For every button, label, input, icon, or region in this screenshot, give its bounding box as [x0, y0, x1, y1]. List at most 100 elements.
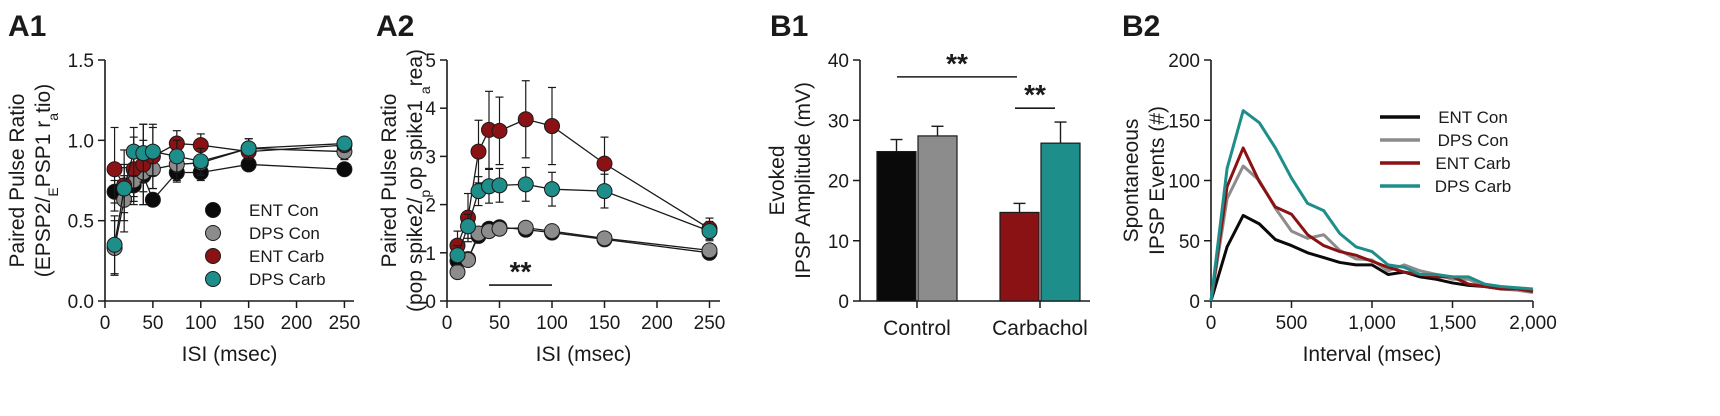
legend-label: DPS Carb — [249, 270, 326, 289]
y-tick-label: 3 — [425, 147, 436, 168]
data-point — [544, 223, 560, 240]
x-tick-label: 150 — [589, 313, 621, 334]
data-point — [491, 122, 508, 139]
legend-label: DPS Con — [1438, 131, 1509, 150]
data-point — [517, 111, 534, 128]
significance-marker: ** — [510, 256, 532, 287]
x-axis-label: Interval (msec) — [1303, 343, 1442, 366]
y-tick-label: 1.0 — [68, 131, 94, 152]
data-point — [192, 153, 209, 170]
legend-marker — [205, 248, 221, 264]
y-axis-label-line2: (EPSP2/EPSP1 ratio) — [32, 84, 61, 277]
bar-ent-con — [876, 150, 917, 302]
label-part: (EPSP2/ — [32, 197, 55, 278]
series-line-ent-carb — [1209, 146, 1534, 302]
bar-ent-carb — [999, 211, 1040, 302]
data-point — [701, 223, 718, 240]
y-axis-label: Paired Pulse Ratio (EPSP2/EPSP1 ratio) — [6, 84, 61, 277]
x-tick-label: 50 — [489, 313, 510, 334]
panel-b1: B1 0 10 20 30 40 Control Carbachol Evoked IPSP Am… — [766, 10, 1090, 340]
data-point — [517, 219, 534, 236]
y-tick-label: 50 — [1179, 232, 1200, 253]
data-point — [240, 140, 257, 157]
series-dps-con — [449, 219, 718, 281]
x-tick-label: 0 — [1206, 313, 1217, 334]
legend: ENT Con DPS Con ENT Carb DPS Carb — [1380, 108, 1511, 196]
x-tick-label: 500 — [1276, 313, 1308, 334]
x-tick-label: 0 — [442, 313, 453, 334]
legend-label: ENT Con — [1438, 108, 1508, 127]
subscript: a — [45, 113, 61, 121]
legend-label: DPS Carb — [1435, 177, 1512, 196]
data-point — [491, 220, 508, 237]
panel-a1: A1 0.0 0.5 1.0 1.5 0 50 100 150 200 250 ISI (msec) P… — [6, 10, 360, 366]
bar-dps-con — [917, 135, 958, 302]
data-point — [470, 143, 487, 160]
y-tick-label: 150 — [1168, 111, 1200, 132]
data-point — [144, 143, 161, 160]
x-tick-label: 50 — [142, 313, 163, 334]
label-part: rea) — [404, 49, 427, 86]
data-point — [449, 247, 466, 264]
y-axis-label: Evoked IPSP Amplitude (mV) — [766, 82, 815, 279]
x-tick-label: 1,000 — [1348, 313, 1396, 334]
y-tick-label: 1 — [425, 244, 436, 265]
panel-label: B2 — [1122, 10, 1160, 43]
data-point — [596, 183, 613, 200]
series-line-dps-carb — [1209, 109, 1534, 302]
y-axis-label: Spontaneous IPSP Events (#) — [1120, 106, 1169, 255]
data-point — [336, 135, 353, 152]
data-point — [544, 118, 560, 135]
panel-label: B1 — [770, 10, 808, 43]
subscript: a — [417, 86, 433, 94]
panel-label: A2 — [376, 10, 414, 43]
y-tick-label: 40 — [828, 51, 849, 72]
series-line-ent-con — [1209, 213, 1534, 302]
panel-b2: B2 0 50 100 150 200 0 500 1,000 1,500 2,000 Interva… — [1120, 10, 1557, 366]
legend-marker — [205, 225, 221, 241]
y-axis-label-line1: Paired Pulse Ratio — [378, 94, 401, 268]
data-point — [116, 180, 133, 197]
label-part: op spike1 — [404, 94, 427, 190]
subscript: p — [417, 190, 433, 198]
x-tick-label: 200 — [281, 313, 313, 334]
significance-marker: ** — [946, 48, 968, 79]
legend-marker — [205, 202, 221, 218]
data-point — [449, 264, 466, 281]
data-point — [596, 230, 613, 247]
y-tick-label: 0 — [425, 292, 436, 313]
subscript: E — [45, 187, 61, 196]
series-dps-carb — [449, 166, 718, 266]
x-tick-label: 250 — [329, 313, 361, 334]
y-tick-label: 0 — [1189, 292, 1200, 313]
x-axis-label: ISI (msec) — [536, 343, 632, 366]
y-tick-label: 10 — [828, 232, 849, 253]
data-point — [701, 242, 718, 259]
legend-marker — [205, 271, 221, 287]
category-label: Control — [883, 317, 951, 340]
x-tick-label: 2,000 — [1509, 313, 1557, 334]
data-point — [168, 148, 185, 165]
legend-label: ENT Con — [249, 201, 319, 220]
x-tick-label: 250 — [694, 313, 726, 334]
legend-label: ENT Carb — [249, 247, 324, 266]
y-tick-label: 0.5 — [68, 212, 94, 233]
series-line — [456, 183, 710, 256]
y-axis-label-line1: Spontaneous — [1120, 119, 1143, 243]
data-point — [144, 191, 161, 208]
x-tick-label: 100 — [185, 313, 217, 334]
x-tick-label: 100 — [536, 313, 568, 334]
data-point — [460, 218, 476, 235]
y-axis-label-line2: (pop spike2/pop spike1 area) — [404, 49, 433, 312]
data-point — [336, 161, 353, 178]
y-axis-label-line2: IPSP Events (#) — [1146, 106, 1169, 255]
data-point — [106, 236, 123, 253]
y-axis-label-line2: IPSP Amplitude (mV) — [792, 82, 815, 279]
y-tick-label: 20 — [828, 172, 849, 193]
y-tick-label: 0 — [838, 292, 849, 313]
data-point — [517, 176, 534, 193]
series-dps-carb — [106, 123, 353, 275]
significance-marker: ** — [1024, 79, 1046, 110]
panel-label: A1 — [8, 10, 46, 43]
